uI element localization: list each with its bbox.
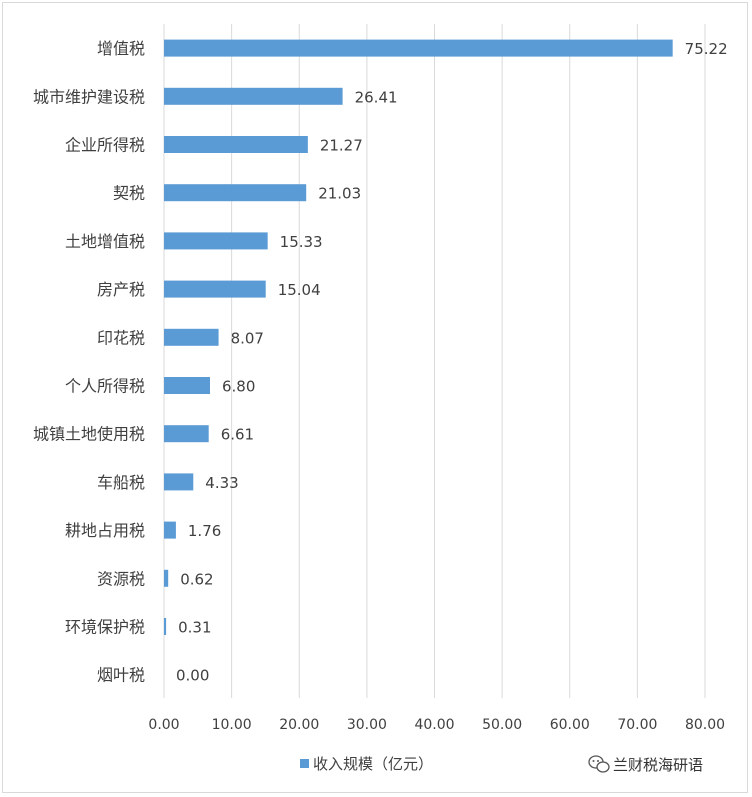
data-labels: 75.22 26.41 21.27 21.03 15.33 15.04 8.07 6.80 6.…	[176, 40, 728, 685]
x-tick-label: 80.00	[685, 717, 725, 733]
data-label: 1.76	[188, 522, 221, 540]
x-tick-label: 50.00	[482, 717, 522, 733]
data-label: 0.31	[178, 619, 211, 637]
x-tick-label: 60.00	[550, 717, 590, 733]
bar	[164, 425, 209, 443]
category-label: 车船税	[97, 473, 145, 492]
data-label: 21.27	[320, 137, 363, 155]
data-label: 4.33	[205, 474, 238, 492]
wechat-icon	[588, 755, 610, 773]
legend: 收入规模（亿元）	[300, 755, 433, 773]
bar	[164, 39, 673, 57]
data-label: 26.41	[355, 88, 398, 106]
gridlines	[163, 24, 706, 698]
bar	[164, 136, 308, 153]
data-label: 6.80	[222, 378, 255, 396]
bar	[164, 521, 176, 539]
x-tick-label: 20.00	[279, 717, 319, 733]
bar	[164, 87, 343, 105]
category-label: 环境保护税	[65, 618, 145, 637]
bar	[164, 280, 266, 298]
category-label: 资源税	[97, 569, 145, 588]
category-label: 企业所得税	[65, 136, 145, 155]
data-label: 0.62	[180, 570, 213, 588]
data-label: 75.22	[685, 40, 728, 58]
category-label: 耕地占用税	[65, 521, 145, 540]
category-label: 城镇土地使用税	[33, 425, 145, 444]
x-tick-label: 10.00	[212, 717, 252, 733]
category-labels: 增值税城市维护建设税企业所得税契税土地增值税房产税印花税个人所得税城镇土地使用税…	[33, 39, 145, 685]
category-label: 契税	[113, 184, 145, 203]
watermark-text: 兰财税海研语	[613, 756, 703, 774]
bar	[164, 184, 307, 202]
category-label: 烟叶税	[97, 666, 145, 685]
data-label: 8.07	[231, 329, 264, 347]
category-label: 印花税	[97, 328, 145, 347]
x-tick-label: 70.00	[617, 717, 657, 733]
x-tick-label: 30.00	[347, 717, 387, 733]
data-label: 15.04	[278, 281, 321, 299]
data-label: 21.03	[318, 185, 361, 203]
x-tick-label: 40.00	[414, 717, 454, 733]
data-label: 0.00	[176, 667, 209, 685]
legend-label: 收入规模（亿元）	[313, 755, 433, 773]
category-label: 房产税	[97, 280, 145, 299]
category-label: 城市维护建设税	[33, 87, 145, 106]
bar	[164, 569, 169, 587]
category-label: 土地增值税	[65, 232, 145, 251]
x-axis-ticks: 0.00 10.00 20.00 30.00 40.00 50.00 60.00 70.00 8…	[148, 717, 725, 733]
bar	[164, 377, 210, 394]
category-label: 个人所得税	[65, 377, 145, 396]
category-label: 增值税	[97, 39, 145, 58]
bars	[164, 39, 673, 635]
watermark: 兰财税海研语	[588, 755, 703, 774]
x-tick-label: 0.00	[148, 717, 179, 733]
bar	[164, 618, 167, 635]
legend-swatch	[300, 759, 309, 768]
data-label: 15.33	[280, 233, 323, 251]
bar	[164, 232, 268, 250]
bar	[164, 473, 194, 491]
data-label: 6.61	[221, 426, 254, 444]
bar	[164, 328, 219, 346]
